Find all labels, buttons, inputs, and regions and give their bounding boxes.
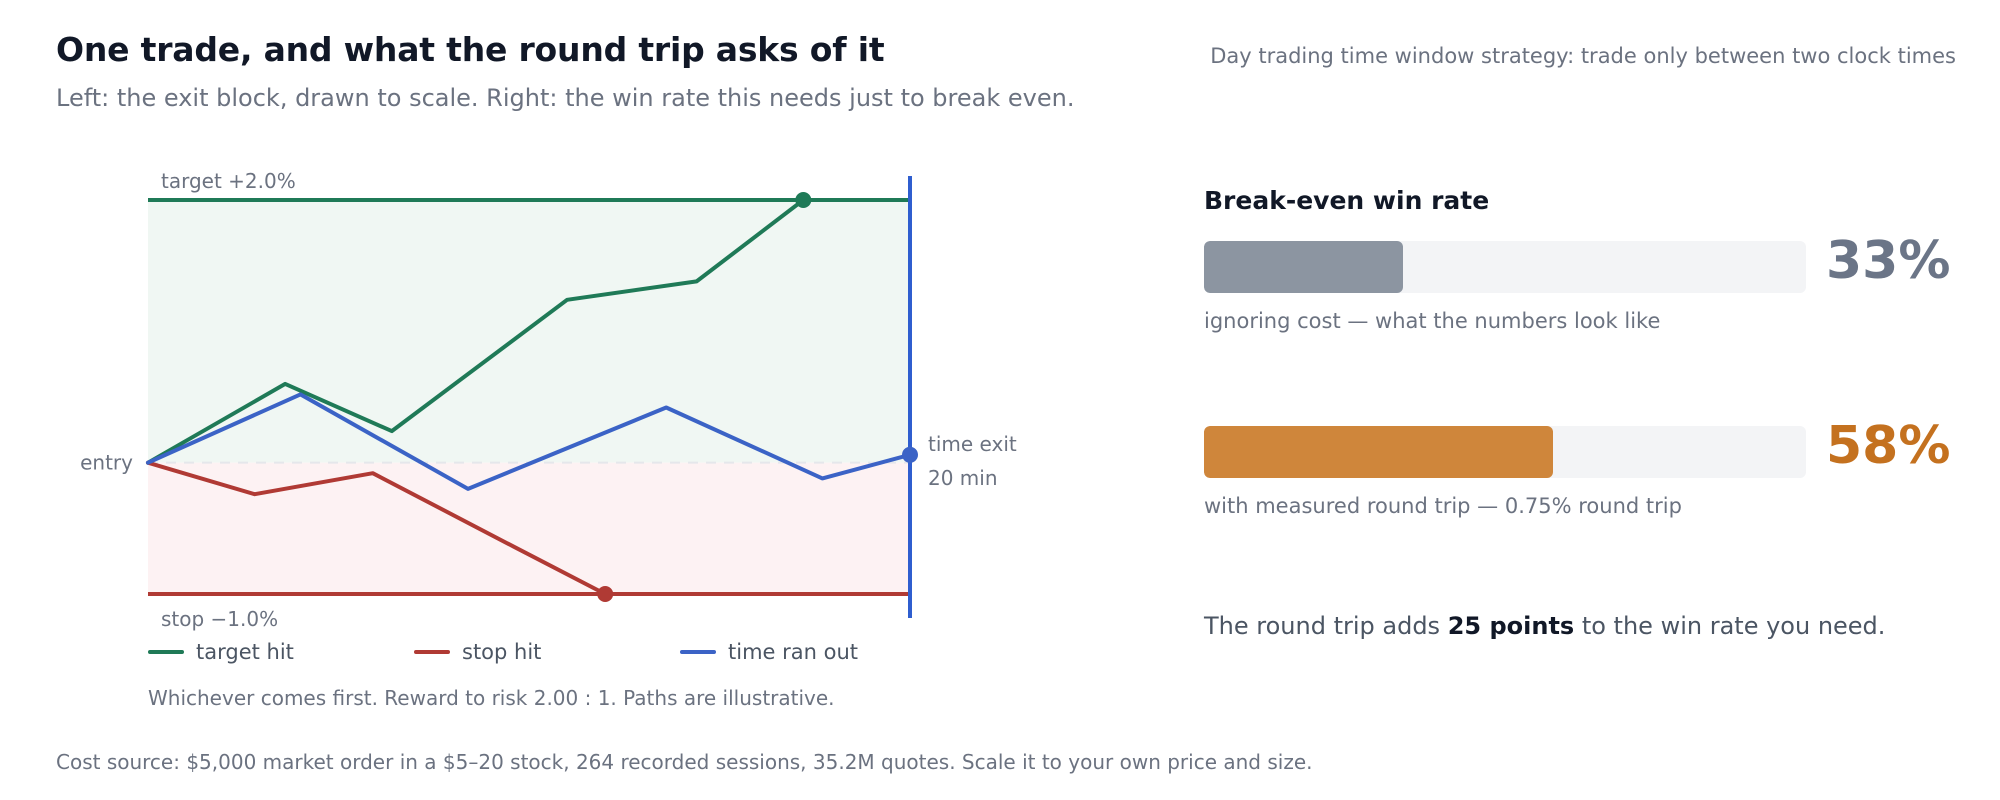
series-endpoint-time-ran-out (902, 446, 918, 463)
legend-target-hit: target hit (148, 640, 294, 664)
legend-time-ran-out: time ran out (680, 640, 858, 664)
summary-highlight: 25 points (1447, 612, 1575, 640)
legend-swatch-stop (414, 650, 450, 654)
bar-track-ignoring-cost (1204, 241, 1806, 293)
bar-fill-ignoring-cost (1204, 241, 1403, 293)
break-even-title: Break-even win rate (1204, 186, 1490, 215)
legend-swatch-target (148, 650, 184, 654)
legend-label-target: target hit (196, 640, 294, 664)
series-endpoint-target-hit (795, 192, 812, 208)
round-trip-summary: The round trip adds 25 points to the win… (1204, 612, 1885, 640)
time-exit-minutes-label: 20 min (928, 466, 998, 490)
entry-label: entry (80, 451, 133, 475)
strategy-context: Day trading time window strategy: trade … (1210, 44, 1956, 68)
series-line-target-hit (146, 198, 806, 465)
stop-label: stop −1.0% (161, 607, 278, 631)
summary-suffix: to the win rate you need. (1574, 612, 1886, 640)
time-exit-label: time exit (928, 432, 1017, 456)
legend-stop-hit: stop hit (414, 640, 541, 664)
series-endpoint-stop-hit (597, 586, 614, 602)
stop-zone (148, 462, 910, 594)
bar-value-ignoring-cost: 33% (1826, 231, 1951, 291)
bar-track-with-round-trip (1204, 426, 1806, 478)
exit-block-chart: target +2.0% stop −1.0% entry time exit 20 m… (80, 169, 1017, 631)
chart-legend: target hit stop hit time ran out (148, 640, 908, 670)
bar-caption-ignoring-cost: ignoring cost — what the numbers look li… (1204, 309, 1661, 333)
series-line-stop-hit (146, 460, 608, 596)
legend-swatch-time (680, 650, 716, 654)
cost-source-footer: Cost source: $5,000 market order in a $5… (56, 750, 1313, 774)
legend-label-stop: stop hit (462, 640, 542, 664)
target-zone (148, 200, 910, 463)
target-label: target +2.0% (161, 169, 296, 193)
legend-label-time: time ran out (728, 640, 858, 664)
page-subtitle: Left: the exit block, drawn to scale. Ri… (56, 84, 1075, 112)
series-line-time-ran-out (146, 392, 912, 491)
summary-prefix: The round trip adds (1204, 612, 1448, 640)
bar-value-with-round-trip: 58% (1826, 416, 1951, 476)
bar-caption-with-round-trip: with measured round trip — 0.75% round t… (1204, 494, 1682, 518)
bar-fill-with-round-trip (1204, 426, 1554, 478)
page-title: One trade, and what the round trip asks … (56, 30, 885, 69)
chart-note: Whichever comes first. Reward to risk 2.… (148, 686, 835, 710)
